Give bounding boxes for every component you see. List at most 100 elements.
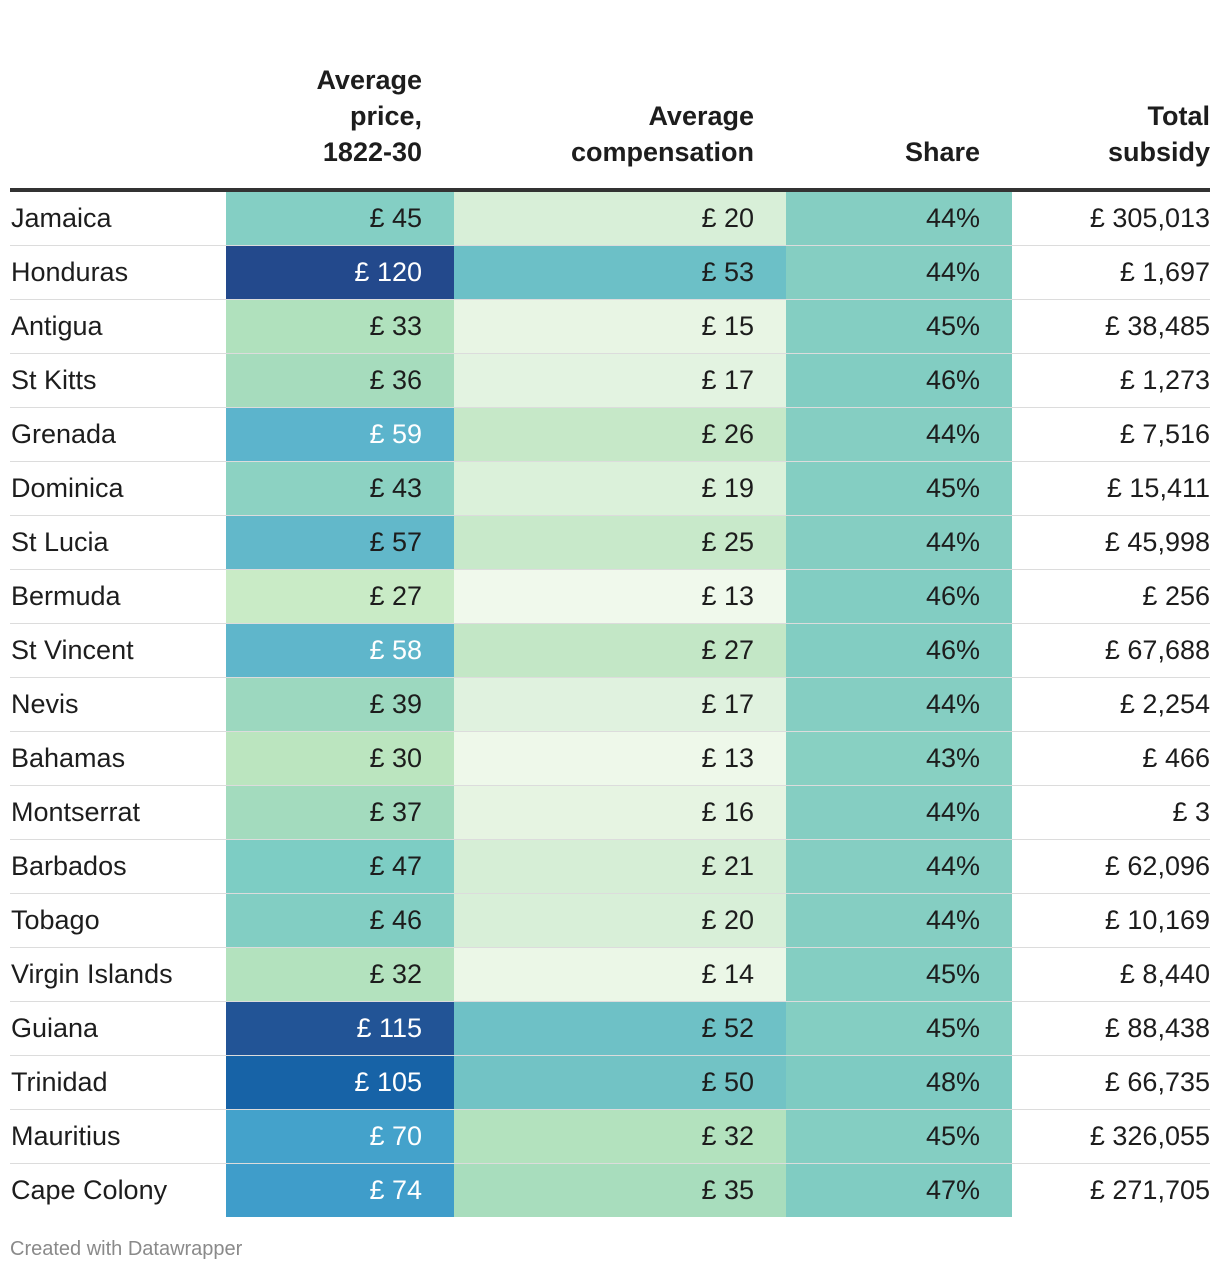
table-row: Nevis £ 39 £ 17 44% £ 2,254 [10, 677, 1210, 732]
cell-average-compensation: £ 26 [454, 407, 786, 462]
cell-share: 47% [786, 1163, 1012, 1217]
cell-share: 46% [786, 353, 1012, 408]
cell-share: 48% [786, 1055, 1012, 1110]
cell-average-price: £ 32 [226, 947, 454, 1002]
cell-share: 45% [786, 461, 1012, 516]
cell-average-price: £ 27 [226, 569, 454, 624]
cell-total-subsidy: £ 88,438 [1012, 1001, 1210, 1056]
header-average-price-line-2: price, [349, 101, 422, 131]
cell-average-price: £ 43 [226, 461, 454, 516]
cell-share: 44% [786, 407, 1012, 462]
cell-country: Jamaica [10, 190, 226, 246]
cell-share: 45% [786, 299, 1012, 354]
cell-country: Montserrat [10, 785, 226, 840]
cell-country: St Kitts [10, 353, 226, 408]
table-row: Montserrat £ 37 £ 16 44% £ 3 [10, 785, 1210, 840]
header-average-price-line-3: 1822-30 [322, 137, 422, 167]
cell-total-subsidy: £ 66,735 [1012, 1055, 1210, 1110]
table-row: St Lucia £ 57 £ 25 44% £ 45,998 [10, 515, 1210, 570]
cell-average-compensation: £ 13 [454, 569, 786, 624]
table-row: Tobago £ 46 £ 20 44% £ 10,169 [10, 893, 1210, 948]
cell-average-price: £ 33 [226, 299, 454, 354]
cell-average-compensation: £ 17 [454, 677, 786, 732]
cell-total-subsidy: £ 67,688 [1012, 623, 1210, 678]
cell-country: Bahamas [10, 731, 226, 786]
header-total-subsidy-line-2: subsidy [1107, 137, 1210, 167]
cell-total-subsidy: £ 305,013 [1012, 190, 1210, 246]
cell-average-price: £ 120 [226, 245, 454, 300]
cell-share: 44% [786, 893, 1012, 948]
cell-share: 43% [786, 731, 1012, 786]
cell-average-compensation: £ 32 [454, 1109, 786, 1164]
cell-country: Guiana [10, 1001, 226, 1056]
cell-total-subsidy: £ 466 [1012, 731, 1210, 786]
cell-share: 44% [786, 785, 1012, 840]
cell-total-subsidy: £ 8,440 [1012, 947, 1210, 1002]
cell-average-price: £ 47 [226, 839, 454, 894]
cell-average-compensation: £ 27 [454, 623, 786, 678]
cell-country: Barbados [10, 839, 226, 894]
cell-share: 44% [786, 190, 1012, 246]
cell-average-price: £ 39 [226, 677, 454, 732]
header-average-compensation: Average compensation [454, 44, 786, 192]
cell-average-compensation: £ 19 [454, 461, 786, 516]
cell-average-compensation: £ 17 [454, 353, 786, 408]
cell-total-subsidy: £ 15,411 [1012, 461, 1210, 516]
header-row: Average price, 1822-30 Average compensat… [10, 44, 1211, 192]
cell-country: Mauritius [10, 1109, 226, 1164]
cell-average-price: £ 37 [226, 785, 454, 840]
table-body: Jamaica £ 45 £ 20 44% £ 305,013 Honduras £ 120… [10, 190, 1210, 1217]
header-total-subsidy-line-1: Total [1147, 101, 1211, 131]
cell-total-subsidy: £ 10,169 [1012, 893, 1210, 948]
cell-average-compensation: £ 50 [454, 1055, 786, 1110]
cell-average-price: £ 58 [226, 623, 454, 678]
table-row: St Kitts £ 36 £ 17 46% £ 1,273 [10, 353, 1210, 408]
table-row: Bermuda £ 27 £ 13 46% £ 256 [10, 569, 1210, 624]
cell-country: Cape Colony [11, 1175, 168, 1205]
cell-average-price: £ 45 [226, 190, 454, 246]
header-share: Share [786, 44, 1012, 192]
table-row: St Vincent £ 58 £ 27 46% £ 67,688 [10, 623, 1210, 678]
cell-country: St Lucia [10, 515, 226, 570]
cell-total-subsidy: £ 7,516 [1012, 407, 1210, 462]
cell-country: Grenada [10, 407, 226, 462]
cell-share: 46% [786, 623, 1012, 678]
cell-average-price: £ 30 [226, 731, 454, 786]
cell-average-compensation: £ 25 [454, 515, 786, 570]
header-average-compensation-line-1: Average [648, 101, 754, 131]
cell-total-subsidy: £ 1,273 [1012, 353, 1210, 408]
cell-total-subsidy: £ 62,096 [1012, 839, 1210, 894]
cell-average-price: £ 46 [226, 893, 454, 948]
cell-average-price: £ 115 [226, 1001, 454, 1056]
cell-total-subsidy: £ 326,055 [1012, 1109, 1210, 1164]
table-row: Trinidad £ 105 £ 50 48% £ 66,735 [10, 1055, 1210, 1110]
cell-average-compensation: £ 52 [454, 1001, 786, 1056]
cell-country: Tobago [10, 893, 226, 948]
cell-total-subsidy: £ 256 [1012, 569, 1210, 624]
cell-average-price: £ 57 [226, 515, 454, 570]
cell-country: Honduras [10, 245, 226, 300]
cell-average-compensation: £ 35 [454, 1163, 786, 1217]
cell-total-subsidy: £ 38,485 [1012, 299, 1210, 354]
cell-share: 46% [786, 569, 1012, 624]
cell-total-subsidy: £ 1,697 [1012, 245, 1210, 300]
table-row: Guiana £ 115 £ 52 45% £ 88,438 [10, 1001, 1210, 1056]
cell-share: 44% [786, 515, 1012, 570]
table-row: Grenada £ 59 £ 26 44% £ 7,516 [10, 407, 1210, 462]
cell-average-compensation: £ 20 [454, 190, 786, 246]
cell-share: 45% [786, 1109, 1012, 1164]
cell-average-compensation: £ 21 [454, 839, 786, 894]
table-row: Cape Colony £ 74 £ 35 47% £ 271,705 [10, 1163, 1210, 1217]
cell-country: Nevis [10, 677, 226, 732]
cell-share: 44% [786, 245, 1012, 300]
data-table: Average price, 1822-30 Average compensat… [10, 44, 1210, 1217]
header-average-price: Average price, 1822-30 [226, 44, 454, 192]
table-row: Mauritius £ 70 £ 32 45% £ 326,055 [10, 1109, 1210, 1164]
cell-average-price: £ 59 [226, 407, 454, 462]
cell-share: 44% [786, 839, 1012, 894]
cell-average-compensation: £ 16 [454, 785, 786, 840]
table-row: Barbados £ 47 £ 21 44% £ 62,096 [10, 839, 1210, 894]
cell-share: 44% [786, 677, 1012, 732]
header-share-line-1: Share [904, 137, 980, 167]
